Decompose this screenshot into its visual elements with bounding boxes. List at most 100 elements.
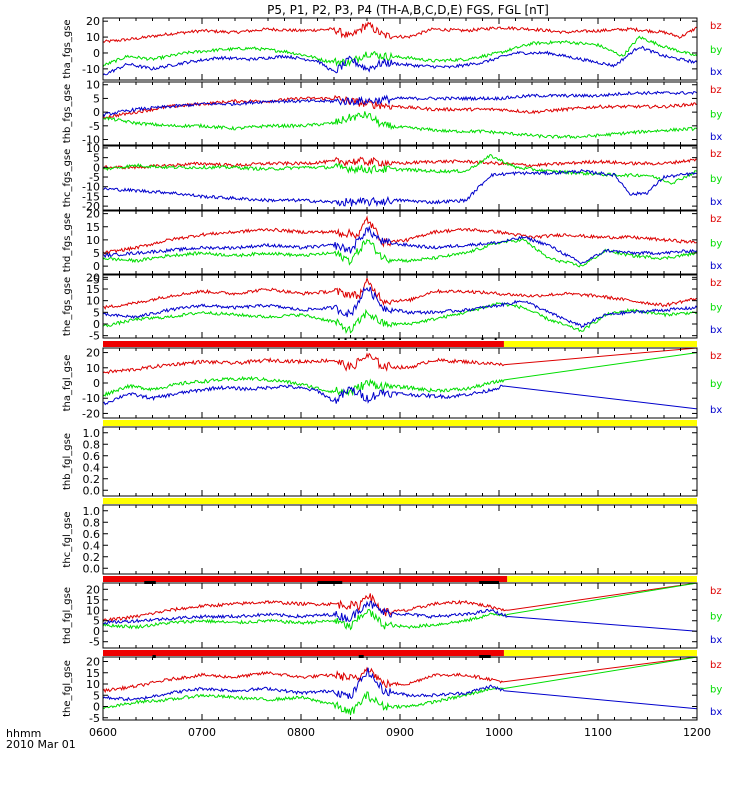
y-tick-label: 5: [93, 615, 100, 628]
x-axis-unit-label: hhmm: [6, 727, 41, 740]
series-bx: [102, 45, 698, 76]
y-tick-label: -5: [89, 330, 100, 343]
mode-bar-fast: [103, 650, 504, 656]
series-bx: [102, 667, 698, 710]
marker-tick: [344, 338, 347, 340]
y-axis-label: thb_fgl_gse: [62, 433, 73, 490]
y-axis-label: thc_fgs_gse: [62, 149, 73, 208]
y-tick-label: 0.0: [83, 562, 101, 575]
legend-by: by: [710, 303, 722, 314]
y-tick-label: -20: [82, 407, 100, 420]
y-axis-label: tha_fgs_gse: [62, 19, 73, 78]
mode-bar-slow: [103, 420, 697, 426]
y-tick-label: 10: [86, 31, 100, 44]
y-tick-label: 20: [86, 583, 100, 596]
legend-bz: bz: [710, 278, 722, 289]
series-bx: [102, 90, 698, 118]
legend-bx: bx: [710, 405, 722, 416]
y-tick-label: 20: [86, 15, 100, 28]
x-tick-label: 0600: [89, 726, 117, 739]
y-tick-label: 0.4: [83, 461, 101, 474]
y-axis-label: thd_fgl_gse: [62, 587, 73, 644]
marker-tick: [494, 338, 497, 340]
legend-by: by: [710, 174, 722, 185]
mode-bar-slow: [503, 341, 697, 347]
legend-bx: bx: [710, 197, 722, 208]
panel-frame: [102, 426, 698, 497]
y-tick-label: 0: [93, 377, 100, 390]
mode-bar-slow: [103, 498, 697, 504]
y-tick-label: 20: [86, 656, 100, 669]
y-tick-label: 0: [93, 318, 100, 331]
y-axis-label: thb_fgs_gse: [62, 84, 73, 143]
x-tick-label: 0800: [287, 726, 315, 739]
legend-bz: bz: [710, 21, 722, 32]
y-tick-label: 10: [86, 295, 100, 308]
x-tick-label: 1100: [584, 726, 612, 739]
panel-frame: [102, 210, 698, 275]
y-tick-label: 0.8: [83, 516, 101, 529]
series-bz: [102, 347, 698, 375]
panel-tha_fgl_gse: 20 10 0 -10 -20 tha_fgl_gse bz by bx: [62, 338, 722, 420]
y-axis-label: thd_fgs_gse: [62, 213, 73, 272]
legend-by: by: [710, 239, 722, 250]
legend-bz: bz: [710, 351, 722, 362]
y-tick-label: -20: [82, 200, 100, 213]
x-tick-label: 1200: [683, 726, 711, 739]
mode-bar-fast: [103, 341, 504, 347]
panel-tha_fgs_gse: 20 10 0 -10 tha_fgs_gse bz by bx: [62, 15, 722, 81]
panel-frame: [102, 504, 698, 575]
y-tick-label: 10: [86, 79, 100, 92]
legend-bx: bx: [710, 261, 722, 272]
x-axis: 0600 0700 0800 0900 1000 1100 1200: [89, 726, 711, 739]
x-tick-label: 0900: [386, 726, 414, 739]
y-tick-label: 20: [86, 347, 100, 360]
y-tick-label: 0.6: [83, 528, 101, 541]
panel-frame: [102, 582, 698, 649]
y-tick-label: -15: [82, 190, 100, 203]
y-tick-label: 10: [86, 604, 100, 617]
series-by: [102, 656, 698, 716]
series-bz: [102, 582, 698, 623]
panel-frame: [102, 145, 698, 211]
y-tick-label: -5: [89, 712, 100, 725]
y-tick-label: 0.2: [83, 473, 101, 486]
marker-tick: [374, 338, 377, 340]
legend-bx: bx: [710, 132, 722, 143]
legend-bz: bz: [710, 85, 722, 96]
y-tick-label: -5: [89, 171, 100, 184]
y-tick-label: 15: [86, 667, 100, 680]
legend-by: by: [710, 379, 722, 390]
y-tick-label: -5: [89, 120, 100, 133]
y-tick-label: 0.0: [83, 484, 101, 497]
y-tick-label: -5: [89, 636, 100, 649]
chart-title: P5, P1, P2, P3, P4 (TH-A,B,C,D,E) FGS, F…: [267, 3, 549, 17]
legend-bz: bz: [710, 214, 722, 225]
y-tick-label: 0: [93, 701, 100, 714]
y-tick-label: 15: [86, 221, 100, 234]
y-tick-label: 20: [86, 208, 100, 221]
date-label: 2010 Mar 01: [6, 738, 76, 751]
y-axis-label: the_fgs_gse: [62, 277, 73, 336]
panel-thb_fgl_gse: 1.00.80.60.40.20.0 thb_fgl_gse: [62, 420, 698, 497]
legend-bz: bz: [710, 149, 722, 160]
y-axis-label: thc_fgl_gse: [62, 511, 73, 567]
y-tick-label: 20: [86, 271, 100, 284]
legend-by: by: [710, 685, 722, 696]
series-bx: [102, 225, 698, 265]
y-tick-label: 0.4: [83, 539, 101, 552]
series-bx: [102, 600, 698, 632]
legend-bx: bx: [710, 635, 722, 646]
y-tick-label: 0.2: [83, 551, 101, 564]
legend-by: by: [710, 45, 722, 56]
y-axis-label: tha_fgl_gse: [62, 355, 73, 412]
legend-bz: bz: [710, 660, 722, 671]
marker-tick: [362, 338, 365, 340]
marker-tick: [481, 338, 484, 340]
